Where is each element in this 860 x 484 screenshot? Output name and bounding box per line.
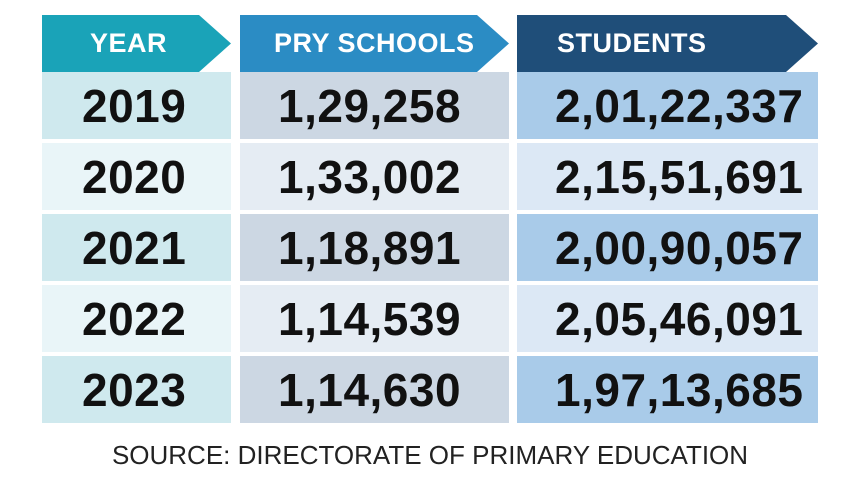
schools-cell: 1,29,258 (240, 72, 509, 139)
schools-rows: 1,29,258 1,33,002 1,18,891 1,14,539 1,14… (240, 72, 509, 423)
year-cell: 2023 (42, 356, 231, 423)
schools-cell: 1,14,539 (240, 285, 509, 352)
students-cell: 2,05,46,091 (517, 285, 818, 352)
schools-column: PRY SCHOOLS 1,29,258 1,33,002 1,18,891 1… (240, 15, 509, 427)
students-rows: 2,01,22,337 2,15,51,691 2,00,90,057 2,05… (517, 72, 818, 423)
students-cell: 2,01,22,337 (517, 72, 818, 139)
year-cell: 2021 (42, 214, 231, 281)
students-column: STUDENTS 2,01,22,337 2,15,51,691 2,00,90… (517, 15, 818, 427)
schools-cell: 1,14,630 (240, 356, 509, 423)
students-cell: 2,15,51,691 (517, 143, 818, 210)
students-cell: 1,97,13,685 (517, 356, 818, 423)
students-cell: 2,00,90,057 (517, 214, 818, 281)
year-cell: 2020 (42, 143, 231, 210)
year-header: YEAR (42, 15, 231, 72)
year-cell: 2022 (42, 285, 231, 352)
year-column: YEAR 2019 2020 2021 2022 2023 (42, 15, 231, 427)
schools-cell: 1,33,002 (240, 143, 509, 210)
schools-header: PRY SCHOOLS (240, 15, 509, 72)
year-cell: 2019 (42, 72, 231, 139)
year-rows: 2019 2020 2021 2022 2023 (42, 72, 231, 423)
schools-cell: 1,18,891 (240, 214, 509, 281)
students-header: STUDENTS (517, 15, 818, 72)
source-caption: SOURCE: DIRECTORATE OF PRIMARY EDUCATION (111, 440, 749, 470)
